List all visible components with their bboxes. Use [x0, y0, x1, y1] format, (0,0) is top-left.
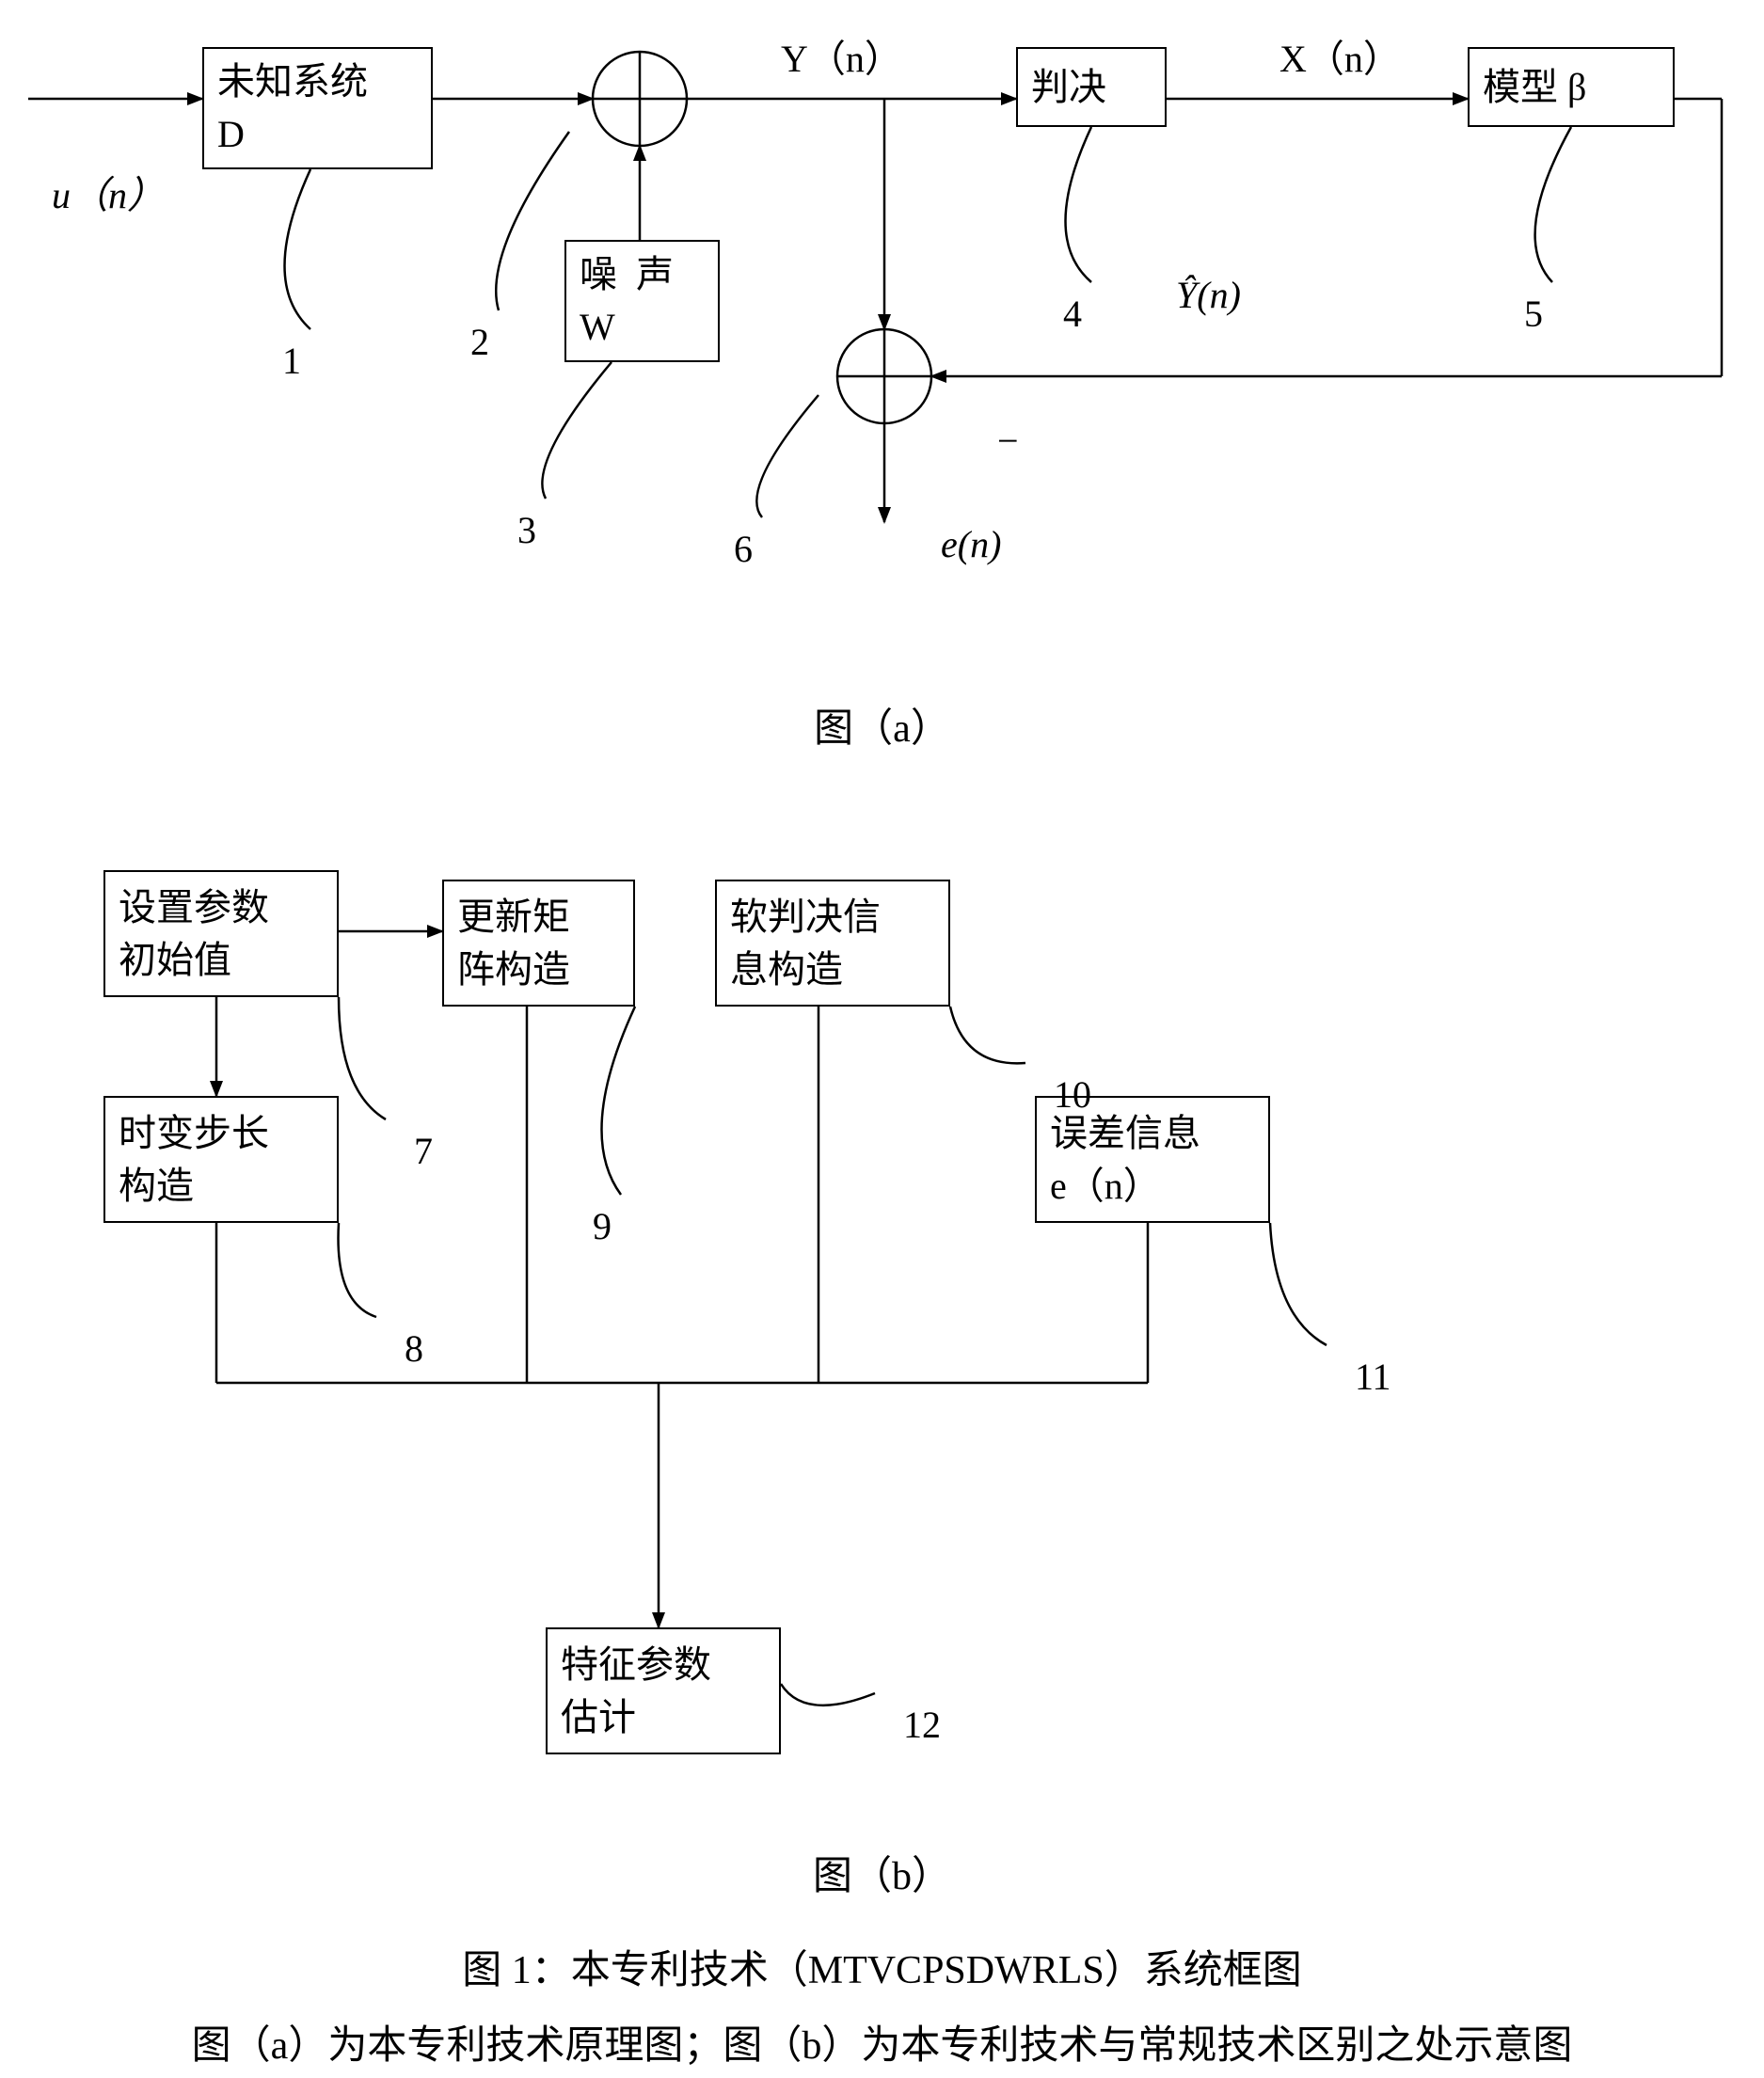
figB-caption: 图（b）	[0, 1844, 1764, 1901]
figA-tail-4: 4	[1063, 292, 1082, 336]
figB-box-b7-line1: 设置参数	[119, 881, 324, 934]
figB-tail-9: 9	[593, 1204, 612, 1248]
bottom-caption-2: 图（a）为本专利技术原理图；图（b）为本专利技术与常规技术区别之处示意图	[0, 2013, 1764, 2070]
figA-box-b4-line1: 判决	[1031, 61, 1152, 114]
figB-box-b7-line2: 初始值	[119, 934, 324, 987]
figA-caption: 图（a）	[0, 696, 1764, 753]
figA-box-b1-line2: D	[217, 108, 418, 161]
figA-tail-2: 2	[470, 320, 489, 364]
figB-box-b10: 软判决信息构造	[715, 880, 950, 1007]
figA-box-b3-line1: 噪 声	[580, 248, 705, 301]
figB-box-b7: 设置参数初始值	[103, 870, 339, 997]
figB-tail-10: 10	[1054, 1072, 1091, 1117]
figB-box-b12-line1: 特征参数	[561, 1639, 766, 1691]
figA-box-b4: 判决	[1016, 47, 1167, 127]
figA-box-b1: 未知系统D	[202, 47, 433, 169]
figB-box-b11-line2: e（n）	[1050, 1160, 1255, 1213]
figB-box-b10-line2: 息构造	[730, 944, 935, 996]
figB-box-b8-line1: 时变步长	[119, 1107, 324, 1160]
figA-label-u: u（n）	[52, 165, 165, 219]
figA-tail-3: 3	[517, 508, 536, 552]
figB-box-b10-line1: 软判决信	[730, 891, 935, 944]
figA-tail-5: 5	[1524, 292, 1543, 336]
figB-tail-12: 12	[903, 1703, 941, 1747]
figA-label-Y: Y（n）	[781, 28, 902, 83]
figB-tail-8: 8	[405, 1326, 423, 1371]
bottom-caption-1: 图 1：本专利技术（MTVCPSDWRLS）系统框图	[0, 1938, 1764, 1995]
figB-box-b9-line1: 更新矩	[457, 891, 620, 944]
figB-box-b12-line2: 估计	[561, 1691, 766, 1744]
figA-box-b5-line1: 模型 β	[1483, 61, 1660, 114]
figA-label-X: X（n）	[1279, 28, 1401, 83]
figA-box-b3-line2: W	[580, 301, 705, 354]
figB-tail-7: 7	[414, 1129, 433, 1173]
figA-tail-6: 6	[734, 527, 753, 571]
figB-box-b8: 时变步长构造	[103, 1096, 339, 1223]
figA-tail-1: 1	[282, 339, 301, 383]
figA-box-b5: 模型 β	[1468, 47, 1675, 127]
figB-box-b12: 特征参数估计	[546, 1627, 781, 1754]
figA-label-minus: −	[997, 419, 1019, 463]
figB-box-b8-line2: 构造	[119, 1160, 324, 1213]
figA-box-b1-line1: 未知系统	[217, 56, 418, 108]
figB-box-b9: 更新矩阵构造	[442, 880, 635, 1007]
figA-box-b3: 噪 声W	[564, 240, 720, 362]
figB-box-b9-line2: 阵构造	[457, 944, 620, 996]
figA-label-Yhat: Ŷ(n)	[1176, 273, 1241, 317]
figA-label-e: e(n)	[941, 522, 1001, 566]
figB-tail-11: 11	[1355, 1355, 1391, 1399]
